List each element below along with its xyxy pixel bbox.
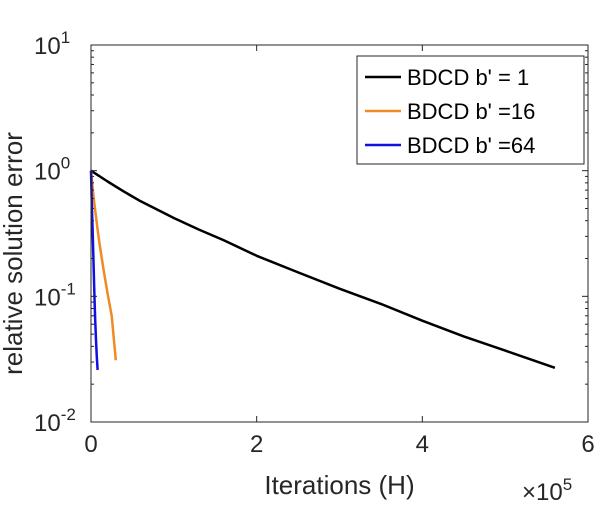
legend-label-3: BDCD b' =64 bbox=[407, 133, 535, 158]
y-tick-label: 10-1 bbox=[34, 279, 76, 311]
x-tick-label: 0 bbox=[84, 431, 97, 458]
legend-label-1: BDCD b' = 1 bbox=[407, 65, 529, 90]
y-tick-label-exponent: -1 bbox=[61, 279, 76, 298]
y-tick-label-exponent: 1 bbox=[61, 28, 70, 47]
y-tick-label-base: 10 bbox=[34, 159, 61, 186]
legend-label-2: BDCD b' =16 bbox=[407, 99, 535, 124]
x-tick-label: 6 bbox=[581, 431, 594, 458]
y-tick-label-exponent: -2 bbox=[61, 405, 76, 424]
y-axis-title: relative solution error bbox=[0, 132, 28, 375]
y-tick-label-base: 10 bbox=[34, 284, 61, 311]
plot-frame bbox=[90, 44, 589, 423]
x-axis-multiplier: ×105 bbox=[522, 475, 572, 506]
series-line-1 bbox=[90, 169, 556, 369]
y-tick-label-exponent: 0 bbox=[61, 154, 70, 173]
y-tick-label: 101 bbox=[34, 28, 70, 60]
legend: BDCD b' = 1 BDCD b' =16 BDCD b' =64 bbox=[356, 55, 585, 165]
x-axis-title: Iterations (H) bbox=[264, 470, 414, 500]
x-tick-label: 2 bbox=[250, 431, 263, 458]
y-tick-label-base: 10 bbox=[34, 33, 61, 60]
x-tick-label: 4 bbox=[416, 431, 429, 458]
x-axis-multiplier-exponent: 5 bbox=[563, 475, 572, 494]
y-tick-label: 10-2 bbox=[34, 405, 76, 437]
x-axis-multiplier-base: ×10 bbox=[522, 479, 563, 506]
series-layer bbox=[89, 169, 556, 370]
y-tick-label: 100 bbox=[34, 154, 70, 186]
series-line-3 bbox=[89, 170, 99, 370]
y-tick-label-base: 10 bbox=[34, 410, 61, 437]
